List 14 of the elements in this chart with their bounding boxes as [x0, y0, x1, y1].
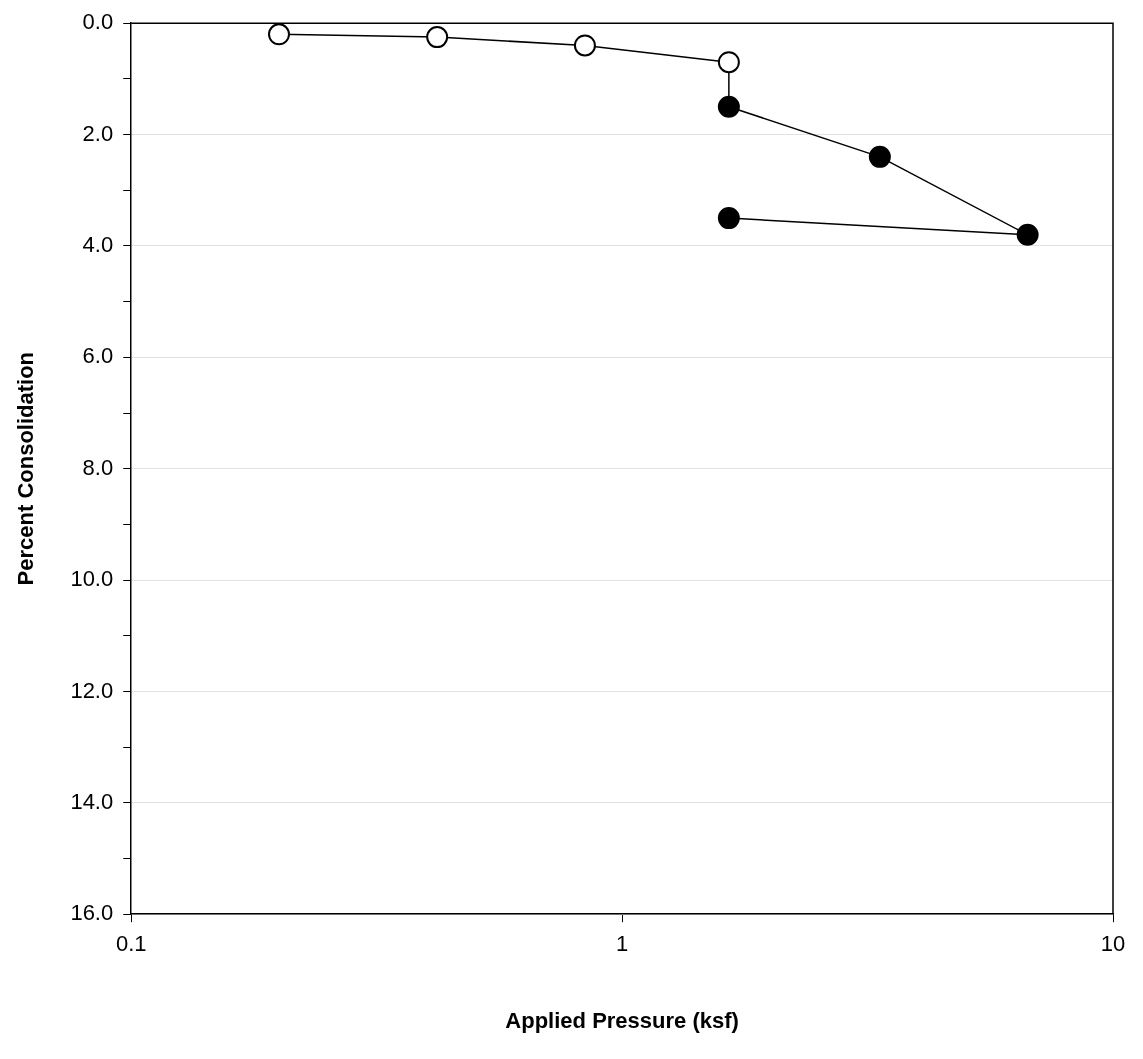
y-tick-label: 0.0	[82, 9, 114, 35]
x-axis-title: Applied Pressure (ksf)	[505, 1007, 739, 1033]
x-tick-label: 0.1	[115, 931, 147, 957]
y-tick-label: 6.0	[82, 343, 114, 369]
y-tick-label: 8.0	[82, 454, 114, 480]
y-tick-label: 4.0	[82, 232, 114, 258]
x-tick-label: 1	[615, 931, 629, 957]
y-tick-label: 12.0	[70, 677, 114, 703]
y-tick-label: 14.0	[70, 788, 114, 814]
x-tick-label: 10	[1100, 931, 1126, 957]
y-tick-label: 16.0	[70, 900, 114, 926]
y-tick-label: 2.0	[82, 120, 114, 146]
y-tick-label: 10.0	[70, 566, 114, 592]
y-axis-title: Percent Consolidation	[13, 351, 39, 586]
